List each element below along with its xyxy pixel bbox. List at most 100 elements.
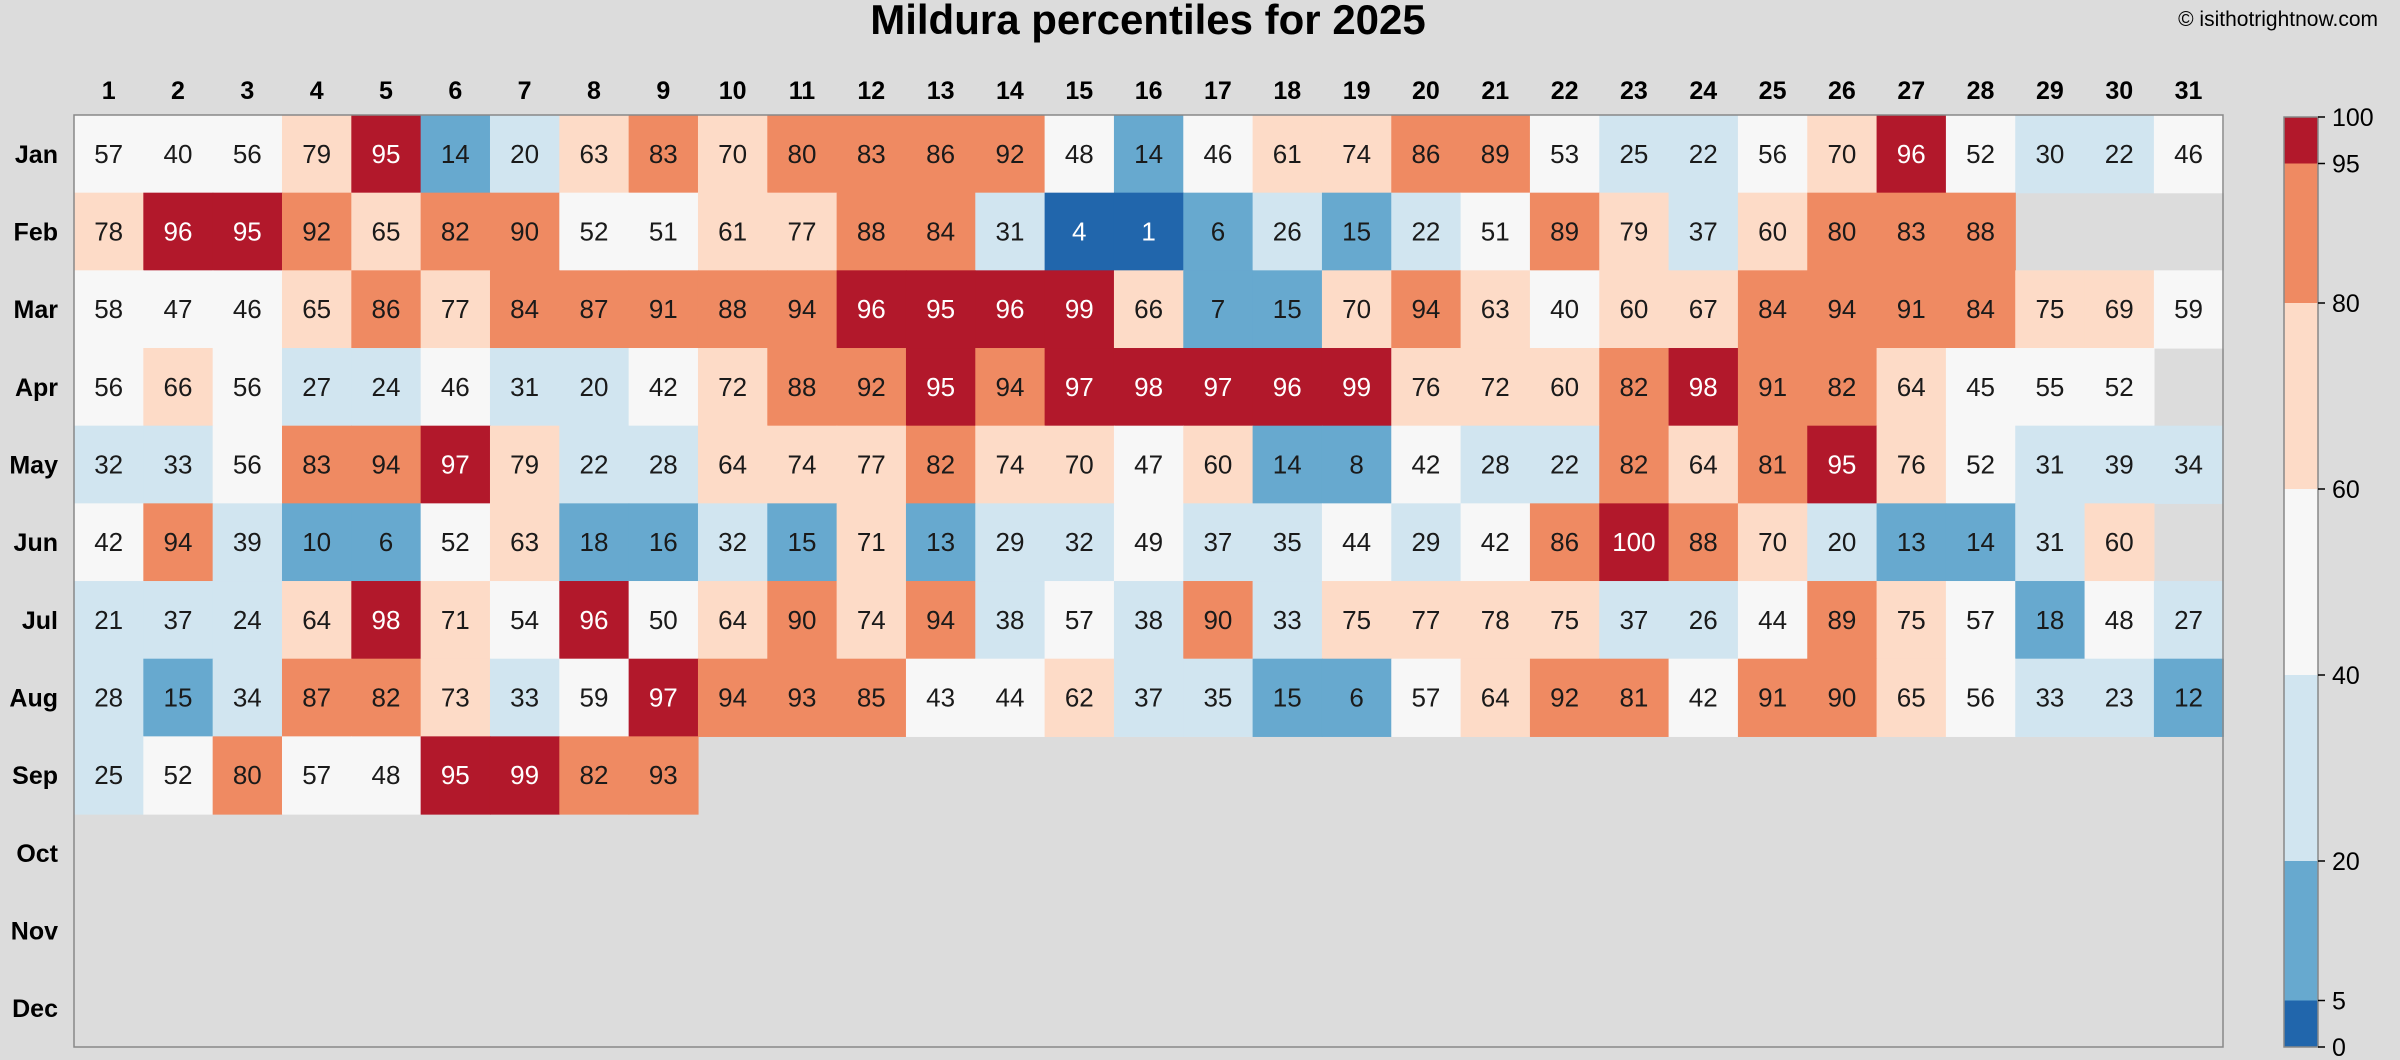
heatmap-cell xyxy=(489,736,560,815)
heatmap-cell xyxy=(905,115,976,194)
heatmap-cell xyxy=(559,503,630,582)
heatmap-cell xyxy=(1876,658,1947,737)
heatmap-cell xyxy=(2015,658,2086,737)
cell-label: 30 xyxy=(2035,139,2064,169)
heatmap-cell xyxy=(1391,425,1462,504)
heatmap-cell xyxy=(628,736,699,815)
x-tick-label: 31 xyxy=(2175,77,2203,105)
heatmap-cell xyxy=(281,425,352,504)
cell-label: 91 xyxy=(1758,372,1787,402)
heatmap-cell xyxy=(143,658,214,737)
cell-label: 34 xyxy=(2174,450,2203,480)
legend-border xyxy=(2283,116,2319,1048)
y-tick-label: May xyxy=(9,452,58,480)
cell-label: 87 xyxy=(580,294,609,324)
cell-label: 37 xyxy=(164,605,193,635)
heatmap-cell xyxy=(351,115,422,194)
heatmap-cell xyxy=(1044,115,1115,194)
heatmap-cell xyxy=(767,425,838,504)
heatmap-cell xyxy=(212,503,283,582)
cell-label: 97 xyxy=(441,450,470,480)
heatmap-cell xyxy=(2015,115,2086,194)
legend-tick-label: 100 xyxy=(2332,104,2374,132)
heatmap-cell xyxy=(1737,425,1808,504)
cell-label: 42 xyxy=(1689,683,1718,713)
cell-label: 75 xyxy=(1550,605,1579,635)
cell-label: 67 xyxy=(1689,294,1718,324)
cell-label: 76 xyxy=(1411,372,1440,402)
cell-label: 74 xyxy=(857,605,886,635)
heatmap-cell xyxy=(836,581,907,660)
cell-label: 65 xyxy=(302,294,331,324)
heatmap-cell xyxy=(1044,192,1115,271)
cell-label: 8 xyxy=(1349,450,1363,480)
cell-label: 75 xyxy=(2035,294,2064,324)
cell-label: 88 xyxy=(787,372,816,402)
heatmap-cell xyxy=(143,736,214,815)
heatmap-cell xyxy=(1876,425,1947,504)
cell-label: 96 xyxy=(1897,139,1926,169)
heatmap-cell xyxy=(1113,503,1184,582)
heatmap-cell xyxy=(143,581,214,660)
heatmap-cell xyxy=(420,192,491,271)
cell-label: 56 xyxy=(1966,683,1995,713)
cell-label: 64 xyxy=(1481,683,1510,713)
heatmap-cell xyxy=(1876,503,1947,582)
heatmap-cell xyxy=(767,658,838,737)
heatmap-cell xyxy=(767,581,838,660)
cell-label: 75 xyxy=(1897,605,1926,635)
legend-swatch xyxy=(2284,675,2318,861)
cell-label: 83 xyxy=(302,450,331,480)
x-tick-label: 28 xyxy=(1967,77,1995,105)
cell-label: 4 xyxy=(1072,217,1086,247)
y-tick-label: Jun xyxy=(14,529,58,557)
heatmap-cell xyxy=(1599,270,1670,349)
cell-label: 77 xyxy=(787,217,816,247)
credit-text: © isithotrightnow.com xyxy=(2178,8,2378,31)
heatmap-cell xyxy=(1391,115,1462,194)
heatmap-cell xyxy=(2015,503,2086,582)
cell-label: 48 xyxy=(2105,605,2134,635)
heatmap-cell xyxy=(74,503,144,582)
heatmap-cell xyxy=(1113,270,1184,349)
cell-label: 72 xyxy=(1481,372,1510,402)
cell-label: 74 xyxy=(1342,139,1371,169)
heatmap-cell xyxy=(2015,425,2086,504)
heatmap-cell xyxy=(1876,270,1947,349)
heatmap-cell xyxy=(489,581,560,660)
heatmap-cell xyxy=(1252,581,1323,660)
heatmap-cell xyxy=(1668,425,1739,504)
cell-label: 6 xyxy=(1211,217,1225,247)
cell-label: 88 xyxy=(857,217,886,247)
heatmap-cell xyxy=(1807,425,1878,504)
heatmap-cell xyxy=(1460,192,1531,271)
heatmap-cell xyxy=(1945,658,2016,737)
heatmap-cell xyxy=(74,581,144,660)
y-tick-label: Apr xyxy=(15,374,58,402)
y-tick-label: Feb xyxy=(14,219,58,247)
x-tick-label: 4 xyxy=(310,77,324,105)
cell-label: 64 xyxy=(718,605,747,635)
x-tick-label: 11 xyxy=(789,77,816,105)
cell-label: 82 xyxy=(1827,372,1856,402)
cell-label: 88 xyxy=(1966,217,1995,247)
cell-label: 6 xyxy=(1349,683,1363,713)
heatmap-cell xyxy=(489,270,560,349)
heatmap-cell xyxy=(905,658,976,737)
cell-label: 70 xyxy=(718,139,747,169)
heatmap-cell xyxy=(420,658,491,737)
x-tick-label: 7 xyxy=(518,77,532,105)
heatmap-cell xyxy=(489,192,560,271)
cell-label: 77 xyxy=(857,450,886,480)
heatmap-cell xyxy=(1876,348,1947,427)
legend-tick-label: 20 xyxy=(2332,848,2360,876)
cell-label: 28 xyxy=(649,450,678,480)
cell-label: 38 xyxy=(1134,605,1163,635)
cell-label: 22 xyxy=(1689,139,1718,169)
heatmap-cell xyxy=(836,348,907,427)
heatmap-cell xyxy=(1391,192,1462,271)
heatmap-cell xyxy=(489,503,560,582)
cell-label: 26 xyxy=(1273,217,1302,247)
cell-label: 21 xyxy=(94,605,123,635)
heatmap-cell xyxy=(420,736,491,815)
